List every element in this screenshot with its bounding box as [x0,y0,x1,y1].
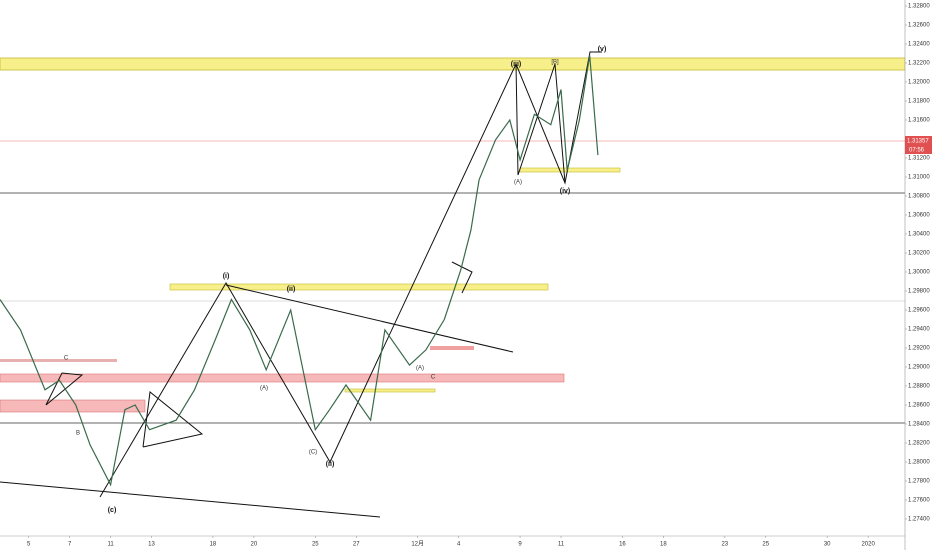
y-tick-label: 1.27600 [908,498,930,504]
price-axis [905,0,932,550]
zone [344,388,436,393]
x-tick-label: 7 [68,542,72,548]
y-tick-label: 1.30600 [908,213,930,219]
zone [519,167,621,173]
support-zone [0,399,146,413]
x-tick-label: 25 [312,542,319,548]
y-tick-label: 1.28800 [908,384,930,390]
y-tick-label: 1.30400 [908,232,930,238]
zone [430,346,474,350]
y-tick-label: 1.28600 [908,403,930,409]
wave-label: (A) [260,386,268,392]
countdown-badge [905,146,932,154]
wave-label: (iii) [511,61,522,68]
wave-label: C [431,375,436,381]
wave-label: B [76,431,80,437]
y-tick-label: 1.27400 [908,517,930,523]
y-tick-label: 1.31600 [908,118,930,124]
x-tick-label: 30 [824,542,831,548]
y-tick-label: 1.28200 [908,441,930,447]
x-tick-label: 18 [660,542,667,548]
price-label: 1.31357 [907,139,929,145]
y-tick-label: 1.28400 [908,422,930,428]
y-tick-label: 1.30000 [908,270,930,276]
y-tick-label: 1.27800 [908,479,930,485]
x-tick-label: 25 [762,542,769,548]
zone [0,359,117,362]
y-tick-label: 1.29400 [908,327,930,333]
wave-lines [99,51,602,498]
x-tick-label: 2020 [861,542,875,548]
price-badge [905,136,932,146]
x-tick-label: 11 [558,542,565,548]
wave-label: (A) [514,180,522,186]
y-tick-label: 1.32000 [908,80,930,86]
zone [169,283,549,291]
trend-line [225,284,514,353]
wave-label: (iv) [560,188,571,195]
wave-label: (i) [223,273,230,280]
x-tick-label: 11 [107,542,114,548]
y-tick-label: 1.31000 [908,175,930,181]
support-zone [0,373,565,383]
y-tick-label: 1.32200 [908,61,930,67]
resistance-zone [0,57,906,71]
x-tick-label: 23 [721,542,728,548]
x-tick-label: 13 [148,542,155,548]
wave-label: (C) [309,450,317,456]
x-tick-label: 4 [457,542,461,548]
wave-label: (A) [416,366,424,372]
wave-label: (ii) [326,461,335,468]
y-tick-label: 1.29200 [908,346,930,352]
y-tick-label: 1.28000 [908,460,930,466]
y-tick-label: 1.31800 [908,99,930,105]
y-tick-label: 1.31200 [908,156,930,162]
wave-lines [515,63,566,184]
y-tick-label: 1.32600 [908,23,930,29]
x-tick-label: 5 [27,542,31,548]
triangle [451,261,473,294]
wave-label: (c) [108,507,117,514]
x-tick-label: 18 [210,542,217,548]
x-tick-label: 20 [251,542,258,548]
x-tick-label: 12月 [411,541,424,548]
y-tick-label: 1.32800 [908,4,930,10]
x-tick-label: 27 [353,542,360,548]
y-tick-label: 1.29600 [908,308,930,314]
x-tick-label: 16 [619,542,626,548]
triangle [142,391,204,448]
y-tick-label: 1.29000 [908,365,930,371]
y-tick-label: 1.32400 [908,42,930,48]
wave-label: [B] [551,60,559,66]
x-tick-label: 9 [518,542,522,548]
price-line [0,55,599,487]
wave-label: (ii) [287,286,296,293]
trend-line [0,481,381,518]
wave-label: (v) [598,46,607,53]
countdown: 07:56 [909,148,925,154]
wave-label: C [64,356,69,362]
y-tick-label: 1.30200 [908,251,930,257]
y-tick-label: 1.30800 [908,194,930,200]
triangle [45,372,84,406]
y-tick-label: 1.29800 [908,289,930,295]
